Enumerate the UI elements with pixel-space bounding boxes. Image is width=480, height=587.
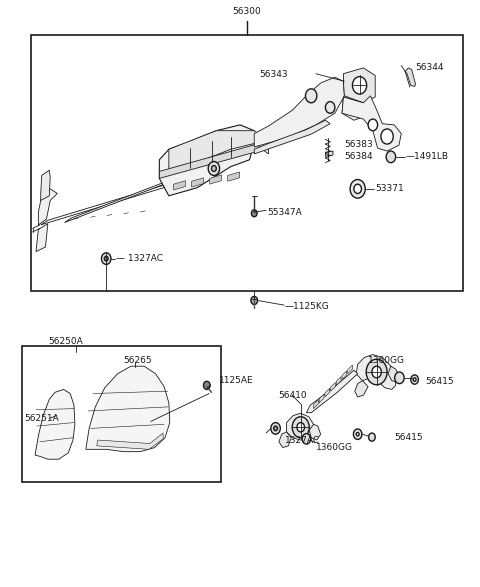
Polygon shape [36, 224, 48, 252]
Text: 53371: 53371 [375, 184, 404, 193]
Circle shape [212, 166, 216, 171]
Circle shape [395, 372, 404, 384]
Circle shape [356, 433, 359, 436]
Text: 1125AE: 1125AE [219, 376, 253, 385]
Polygon shape [254, 77, 344, 147]
Polygon shape [86, 366, 170, 451]
Polygon shape [192, 178, 204, 187]
Polygon shape [355, 381, 368, 397]
Circle shape [372, 366, 382, 378]
Polygon shape [287, 413, 313, 440]
Circle shape [305, 89, 317, 103]
Text: 56343: 56343 [259, 70, 288, 79]
Circle shape [252, 210, 257, 217]
Polygon shape [343, 68, 375, 103]
Polygon shape [313, 400, 318, 409]
Polygon shape [169, 131, 268, 171]
Polygon shape [159, 125, 254, 196]
Text: 56344: 56344 [416, 63, 444, 72]
Polygon shape [35, 389, 75, 459]
Text: 56410: 56410 [278, 391, 307, 400]
Circle shape [302, 434, 311, 444]
Polygon shape [41, 170, 50, 201]
Circle shape [366, 359, 387, 385]
Polygon shape [228, 172, 240, 181]
Polygon shape [38, 189, 57, 225]
Text: 1360GG: 1360GG [368, 356, 405, 365]
Polygon shape [325, 151, 333, 156]
Circle shape [352, 77, 367, 94]
Polygon shape [41, 177, 190, 225]
Polygon shape [405, 68, 416, 86]
Polygon shape [336, 377, 341, 386]
Text: 56415: 56415 [394, 433, 423, 441]
Polygon shape [342, 97, 366, 120]
Polygon shape [331, 383, 336, 391]
Text: —1491LB: —1491LB [406, 153, 449, 161]
Circle shape [411, 375, 419, 384]
Polygon shape [388, 366, 399, 382]
Polygon shape [342, 371, 347, 380]
Text: 56250A: 56250A [48, 337, 83, 346]
Circle shape [368, 119, 378, 131]
Polygon shape [356, 355, 396, 389]
Polygon shape [210, 175, 221, 184]
Polygon shape [279, 432, 291, 447]
Circle shape [350, 180, 365, 198]
Polygon shape [319, 394, 324, 403]
Bar [31, 35, 463, 291]
Text: 56300: 56300 [233, 6, 262, 16]
Polygon shape [174, 181, 185, 190]
Circle shape [104, 257, 108, 261]
Text: — 1327AC: — 1327AC [116, 254, 163, 263]
Circle shape [274, 426, 277, 431]
Text: 1360GG: 1360GG [316, 443, 353, 452]
Circle shape [386, 151, 396, 163]
Polygon shape [306, 370, 358, 413]
Text: —1125KG: —1125KG [285, 302, 329, 311]
Text: 1327AC: 1327AC [285, 436, 320, 444]
Polygon shape [96, 433, 163, 449]
Circle shape [297, 423, 304, 432]
Polygon shape [254, 120, 330, 154]
Polygon shape [309, 424, 321, 440]
Text: 56251A: 56251A [24, 414, 59, 423]
Circle shape [292, 417, 309, 438]
Circle shape [101, 253, 111, 264]
Circle shape [413, 378, 416, 382]
Circle shape [204, 382, 210, 389]
Text: 56265: 56265 [124, 356, 152, 365]
Circle shape [325, 102, 335, 113]
Circle shape [353, 429, 362, 440]
Text: 56415: 56415 [425, 377, 454, 386]
Polygon shape [64, 180, 171, 222]
Polygon shape [159, 143, 259, 178]
Polygon shape [348, 365, 352, 374]
Circle shape [354, 184, 361, 194]
Circle shape [381, 129, 393, 144]
Circle shape [271, 423, 280, 434]
Text: 56383: 56383 [344, 140, 373, 149]
Bar [22, 346, 221, 483]
Text: 55347A: 55347A [267, 208, 302, 217]
Circle shape [369, 433, 375, 441]
Circle shape [251, 296, 258, 305]
Circle shape [208, 161, 219, 176]
Polygon shape [342, 96, 401, 151]
Polygon shape [325, 388, 330, 397]
Text: 56384: 56384 [344, 153, 373, 161]
